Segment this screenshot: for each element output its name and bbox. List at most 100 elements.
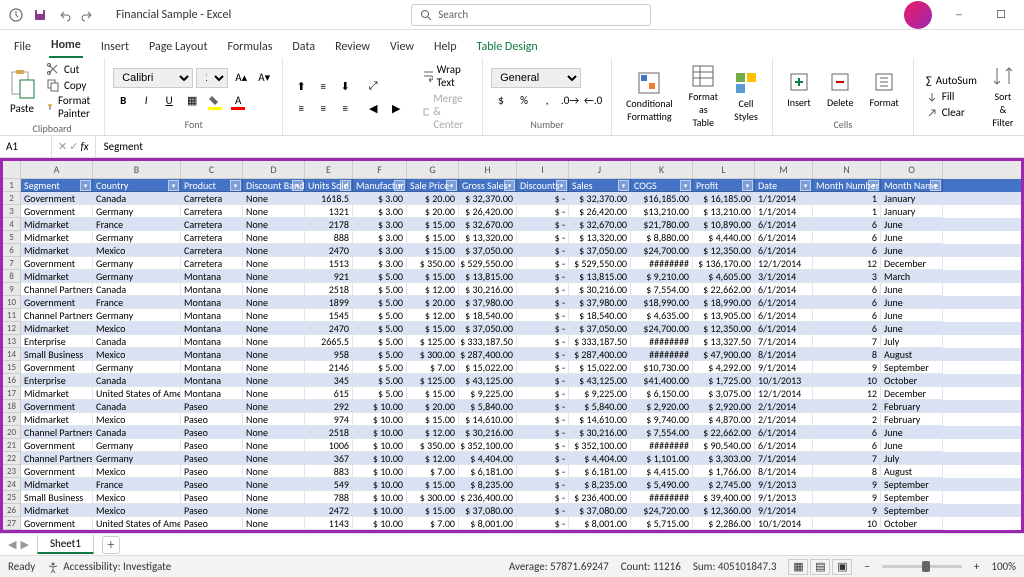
cell[interactable]: $ 15.00 — [407, 478, 459, 491]
cell[interactable]: $ 125.00 — [407, 335, 459, 348]
cell[interactable]: France — [93, 218, 181, 231]
cell[interactable]: February — [881, 400, 943, 413]
cell[interactable]: Germany — [93, 361, 181, 374]
cell[interactable]: December — [881, 387, 943, 400]
cell[interactable]: Germany — [93, 309, 181, 322]
column-header[interactable]: C — [181, 161, 243, 179]
cell[interactable]: $ 18,540.00 — [569, 309, 631, 322]
cell[interactable]: $24,700.00 — [631, 322, 693, 335]
cell[interactable]: December — [881, 257, 943, 270]
cell[interactable]: Enterprise — [21, 374, 93, 387]
cell[interactable]: $ 12,350.00 — [693, 322, 755, 335]
cell[interactable]: 1899 — [305, 296, 353, 309]
cell[interactable]: 6 — [813, 218, 881, 231]
cell[interactable]: 6 — [813, 439, 881, 452]
cell-styles-button[interactable]: Cell Styles — [728, 69, 764, 125]
cell[interactable]: $ - — [517, 413, 569, 426]
percent-button[interactable]: % — [514, 91, 534, 111]
cell[interactable]: 6 — [813, 244, 881, 257]
cell[interactable]: 12 — [813, 387, 881, 400]
cell[interactable]: $ 43,125.00 — [569, 374, 631, 387]
cell[interactable]: 1 — [813, 192, 881, 205]
cell[interactable]: $24,720.00 — [631, 504, 693, 517]
cell[interactable]: France — [93, 296, 181, 309]
cell[interactable]: None — [243, 348, 305, 361]
cell[interactable]: 6/1/2014 — [755, 439, 813, 452]
page-layout-menu[interactable]: Page Layout — [147, 36, 209, 58]
cell[interactable]: $ 8,880.00 — [631, 231, 693, 244]
cell[interactable]: $13,210.00 — [631, 205, 693, 218]
cell[interactable]: $ 529,550.00 — [569, 257, 631, 270]
cell[interactable]: $ 4,870.00 — [693, 413, 755, 426]
cell[interactable]: $ 5,490.00 — [631, 478, 693, 491]
cell[interactable]: Government — [21, 361, 93, 374]
cell[interactable]: $ 32,370.00 — [459, 192, 517, 205]
cell[interactable]: 12/1/2014 — [755, 257, 813, 270]
filter-button[interactable]: ▾ — [618, 180, 629, 191]
cell[interactable]: None — [243, 465, 305, 478]
table-header-cell[interactable]: Gross Sales▾ — [459, 179, 517, 192]
cell[interactable]: $ 22,662.00 — [693, 283, 755, 296]
format-as-table-button[interactable]: Format as Table — [683, 62, 724, 131]
cell[interactable]: Government — [21, 205, 93, 218]
conditional-formatting-button[interactable]: Conditional Formatting — [620, 69, 679, 125]
cell[interactable]: 10/1/2014 — [755, 517, 813, 530]
cell[interactable]: $41,400.00 — [631, 374, 693, 387]
cell[interactable]: $ 37,080.00 — [459, 504, 517, 517]
filter-button[interactable]: ▾ — [230, 180, 241, 191]
cell[interactable]: $ 3.00 — [353, 205, 407, 218]
cell[interactable]: Canada — [93, 374, 181, 387]
cell[interactable]: August — [881, 348, 943, 361]
increase-indent-button[interactable]: ▶ — [386, 99, 406, 119]
cell[interactable]: Mexico — [93, 413, 181, 426]
cell[interactable]: June — [881, 231, 943, 244]
decrease-decimal-button[interactable]: ←.0 — [583, 91, 603, 111]
cell[interactable]: 9 — [813, 361, 881, 374]
cell[interactable]: Germany — [93, 231, 181, 244]
cell[interactable]: $ 1,725.00 — [693, 374, 755, 387]
column-header[interactable]: H — [459, 161, 517, 179]
column-header[interactable]: J — [569, 161, 631, 179]
cell[interactable]: $ 37,980.00 — [459, 296, 517, 309]
cell[interactable]: 921 — [305, 270, 353, 283]
zoom-level[interactable]: 100% — [991, 560, 1016, 573]
cell[interactable]: 6 — [813, 309, 881, 322]
cell[interactable]: $ 1,766.00 — [693, 465, 755, 478]
cell[interactable]: 7 — [813, 335, 881, 348]
cell[interactable]: $ 5.00 — [353, 335, 407, 348]
cut-button[interactable]: Cut — [46, 62, 96, 76]
cell[interactable]: 974 — [305, 413, 353, 426]
cell[interactable]: 7/1/2014 — [755, 452, 813, 465]
cell[interactable]: None — [243, 244, 305, 257]
cell[interactable]: 549 — [305, 478, 353, 491]
cell[interactable]: $ 1,101.00 — [631, 452, 693, 465]
cell[interactable]: $ - — [517, 517, 569, 530]
cell[interactable]: 888 — [305, 231, 353, 244]
cell[interactable]: Midmarket — [21, 322, 93, 335]
cell[interactable]: $ 14,610.00 — [459, 413, 517, 426]
cell[interactable]: $ 287,400.00 — [459, 348, 517, 361]
cell[interactable]: $ 7,554.00 — [631, 283, 693, 296]
cell[interactable]: $ 4,404.00 — [569, 452, 631, 465]
table-header-cell[interactable]: Date▾ — [755, 179, 813, 192]
cell[interactable]: 12 — [813, 257, 881, 270]
cell[interactable]: June — [881, 322, 943, 335]
cell[interactable]: $ 15.00 — [407, 270, 459, 283]
cell[interactable]: 1/1/2014 — [755, 192, 813, 205]
cell[interactable]: $ 30,216.00 — [459, 283, 517, 296]
column-header[interactable]: A — [21, 161, 93, 179]
normal-view-button[interactable]: ▦ — [788, 559, 808, 575]
cell[interactable]: 9/1/2013 — [755, 478, 813, 491]
cell[interactable]: $ 30,216.00 — [569, 283, 631, 296]
fx-icon[interactable]: fx — [80, 140, 88, 153]
cell[interactable]: Germany — [93, 452, 181, 465]
cell[interactable]: 9 — [813, 491, 881, 504]
cell[interactable]: $ 4,415.00 — [631, 465, 693, 478]
view-menu[interactable]: View — [388, 36, 416, 58]
cell[interactable]: 788 — [305, 491, 353, 504]
cell[interactable]: Paseo — [181, 452, 243, 465]
select-all-corner[interactable] — [3, 161, 21, 179]
cell[interactable]: 367 — [305, 452, 353, 465]
cell[interactable]: 9/1/2014 — [755, 361, 813, 374]
cell[interactable]: September — [881, 478, 943, 491]
